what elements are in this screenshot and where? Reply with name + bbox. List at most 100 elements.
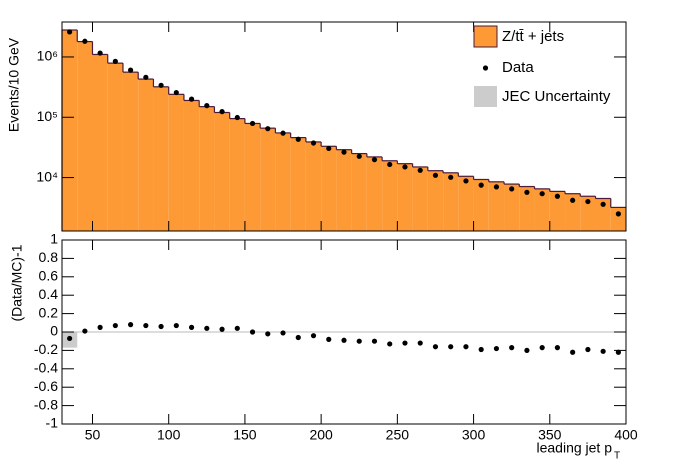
- legend-swatch: [474, 86, 497, 107]
- ratio-point: [539, 345, 545, 351]
- ratio-point: [249, 329, 256, 335]
- ratio-point: [219, 326, 225, 332]
- hist-bin: [107, 63, 123, 231]
- x-tick-label: 250: [386, 427, 410, 443]
- hist-bin: [260, 128, 276, 231]
- data-point: [326, 145, 332, 152]
- x-tick-label: 200: [309, 427, 333, 443]
- ratio-point: [356, 338, 362, 344]
- ratio-point: [371, 338, 378, 344]
- data-point: [188, 96, 195, 102]
- hist-bin: [580, 196, 596, 231]
- data-point: [204, 103, 210, 109]
- data-point: [585, 198, 591, 205]
- hist-bin: [244, 123, 261, 231]
- y-axis-label: Events/10 GeV: [6, 37, 22, 132]
- ratio-point: [265, 331, 271, 337]
- hist-bin: [62, 29, 78, 232]
- y-tick-label: 0.2: [39, 304, 59, 320]
- hist-bin: [397, 163, 413, 231]
- data-point: [310, 140, 317, 146]
- y-tick-label: 10⁶: [37, 48, 58, 64]
- hist-bin: [595, 198, 611, 231]
- ratio-point: [600, 348, 606, 354]
- hist-bin: [366, 156, 383, 231]
- data-point: [143, 74, 149, 80]
- x-axis-label-sub: T: [614, 451, 620, 462]
- ratio-point: [234, 325, 240, 331]
- frame: [61, 239, 627, 425]
- hist-bin: [488, 181, 505, 231]
- hist-bin: [290, 137, 306, 231]
- hist-bin: [427, 170, 444, 231]
- hist-bin: [351, 153, 367, 231]
- hist-bin: [519, 186, 535, 231]
- hist-bin: [138, 79, 154, 231]
- data-point: [112, 58, 118, 64]
- x-tick-label: 300: [462, 427, 486, 443]
- data-point: [524, 189, 530, 195]
- x-tick-label: 350: [538, 427, 562, 443]
- legend-label: Z/tt̄ + jets: [502, 28, 564, 45]
- ratio-point: [448, 344, 454, 350]
- hist-bin: [183, 100, 200, 231]
- hist-bin: [199, 106, 215, 231]
- hist-bin: [214, 112, 230, 231]
- data-point: [417, 167, 423, 173]
- data-point: [356, 153, 362, 159]
- x-axis-label: leading jet p: [536, 440, 612, 456]
- x-tick-label: 100: [157, 427, 181, 443]
- legend-swatch: [482, 65, 489, 71]
- ratio-point: [173, 322, 179, 329]
- data-point: [402, 164, 408, 170]
- data-point: [158, 82, 164, 88]
- hist-bin: [565, 193, 581, 231]
- ratio-point: [326, 336, 332, 342]
- data-point: [371, 157, 378, 163]
- data-point: [127, 67, 134, 73]
- ratio-point: [387, 341, 393, 347]
- hist-bin: [168, 94, 184, 231]
- data-point: [97, 50, 103, 56]
- ratio-point: [341, 337, 347, 343]
- y-tick-label: 1: [50, 231, 58, 247]
- data-point: [509, 186, 515, 192]
- data-point: [219, 109, 225, 115]
- ratio-point: [67, 335, 73, 342]
- ratio-point: [280, 330, 286, 336]
- ratio-point: [158, 323, 164, 330]
- y-tick-label: 10⁴: [36, 168, 58, 184]
- x-tick-label: 150: [233, 427, 257, 443]
- hist-bin: [412, 166, 428, 231]
- ratio-point: [310, 333, 317, 339]
- data-point: [173, 89, 179, 96]
- hist-bin: [534, 188, 550, 231]
- ratio-point: [143, 322, 149, 329]
- y-tick-label: 0.4: [39, 286, 59, 302]
- ratio-point: [478, 346, 484, 353]
- data-point: [387, 161, 393, 168]
- data-point: [280, 130, 286, 136]
- data-point: [341, 149, 347, 155]
- y-tick-label: -0.2: [34, 341, 58, 357]
- y-tick-label: -0.8: [34, 396, 58, 412]
- ratio-point: [524, 347, 530, 353]
- legend-label: JEC Uncertainty: [502, 88, 611, 105]
- ratio-point: [127, 322, 134, 328]
- legend-swatch: [473, 25, 498, 48]
- data-point: [600, 201, 606, 207]
- ratio-point: [188, 324, 195, 330]
- y-tick-label: -1: [46, 415, 59, 431]
- ratio-point: [615, 349, 621, 355]
- hist-bin: [229, 118, 245, 231]
- ratio-point: [554, 345, 561, 351]
- data-point: [493, 184, 500, 190]
- hist-bin: [122, 72, 139, 231]
- ratio-point: [585, 346, 591, 353]
- data-point: [67, 29, 73, 35]
- ratio-point: [97, 324, 103, 330]
- y-axis-label: (Data/MC)-1: [9, 244, 25, 321]
- x-tick-label: 400: [614, 427, 638, 443]
- data-point: [249, 120, 256, 127]
